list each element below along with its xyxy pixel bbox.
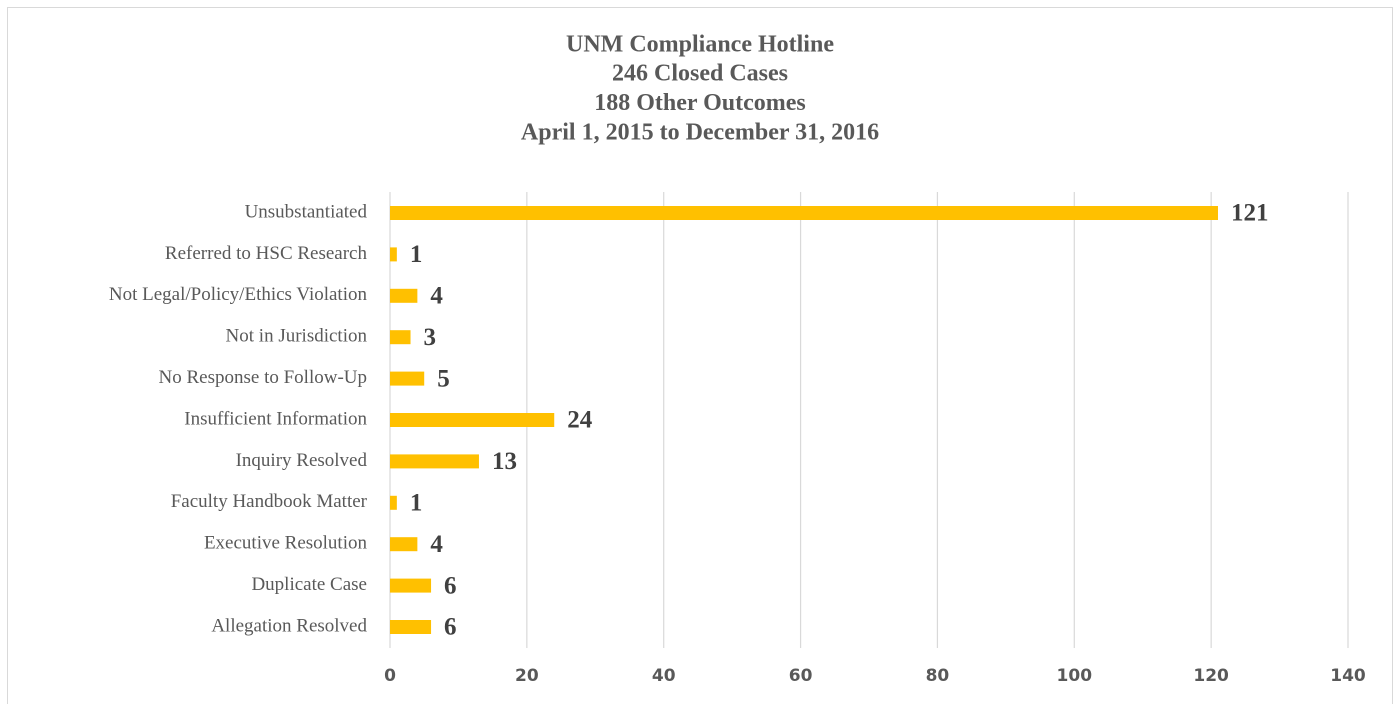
y-tick-label: Insufficient Information [184,408,367,429]
chart-subtitle: 188 Other Outcomes [594,90,806,116]
x-tick-label: 100 [1057,666,1093,686]
bar [390,454,479,469]
value-label: 121 [1231,200,1269,227]
value-label: 1 [410,490,423,517]
y-tick-label: Unsubstantiated [245,201,368,222]
value-label: 6 [444,614,457,641]
chart-frame [7,7,1393,704]
bar [390,413,555,427]
bar [390,578,432,593]
chart-title: UNM Compliance Hotline [566,32,834,58]
value-label: 13 [492,448,517,475]
y-tick-label: Faculty Handbook Matter [171,491,368,512]
value-label: 3 [424,324,437,351]
y-tick-label: Inquiry Resolved [236,450,368,471]
y-tick-label: Duplicate Case [251,574,367,595]
bar [390,288,418,303]
bar [390,247,397,262]
value-label: 4 [430,531,443,558]
bar [390,495,397,510]
value-label: 24 [567,407,593,434]
chart-subtitle: April 1, 2015 to December 31, 2016 [521,120,879,146]
x-tick-label: 40 [652,666,676,686]
x-tick-label: 80 [926,666,950,686]
bar [390,330,411,345]
value-label: 5 [437,365,450,392]
y-tick-label: Not in Jurisdiction [226,326,368,347]
y-tick-label: Referred to HSC Research [165,243,368,264]
chart-subtitle: 246 Closed Cases [612,61,788,87]
x-tick-label: 20 [515,666,539,686]
value-label: 6 [444,572,457,599]
bar [390,206,1218,220]
x-tick-label: 140 [1330,666,1366,686]
value-label: 1 [410,241,423,268]
x-tick-label: 0 [384,666,396,686]
x-tick-label: 60 [789,666,813,686]
value-label: 4 [430,283,443,310]
y-tick-label: Allegation Resolved [211,615,367,636]
y-tick-label: Executive Resolution [204,533,368,554]
x-tick-label: 120 [1193,666,1229,686]
bar [390,537,418,552]
bar [390,371,425,386]
y-tick-label: Not Legal/Policy/Ethics Violation [109,284,368,305]
y-tick-label: No Response to Follow-Up [159,367,367,388]
bar [390,620,432,634]
